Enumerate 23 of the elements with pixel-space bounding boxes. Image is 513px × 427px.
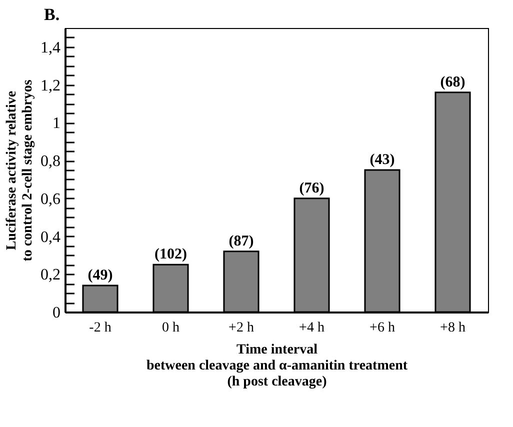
y-tick-label: 0,4 bbox=[40, 228, 60, 246]
y-tick-label: 1,2 bbox=[40, 77, 60, 94]
y-tick-label: 0,2 bbox=[40, 266, 60, 284]
x-tick-label: 0 h bbox=[162, 320, 180, 336]
x-tick-label: +4 h bbox=[299, 320, 324, 336]
annotation: (43) bbox=[370, 152, 395, 168]
x-tick-label: +6 h bbox=[370, 320, 395, 336]
y-tick-label: 0,8 bbox=[40, 153, 60, 170]
x-tick-label: -2 h bbox=[89, 320, 112, 336]
x-axis-title: Time interval between cleavage and α-amanitin treatment (h post cleavage) bbox=[146, 342, 408, 390]
annotation: (76) bbox=[299, 180, 324, 196]
x-tick-label: +8 h bbox=[440, 320, 466, 336]
chart-title: B. bbox=[44, 5, 60, 24]
annotation: (68) bbox=[440, 74, 466, 90]
y-tick-label: 0,6 bbox=[40, 190, 60, 208]
y-tick-label: 1 bbox=[52, 115, 60, 132]
y-tick-label: 0 bbox=[52, 304, 60, 322]
annotation: (87) bbox=[228, 233, 254, 250]
y-tick-label: 1,4 bbox=[40, 39, 60, 56]
y-axis-title: Luciferase activity relative to control 2-cell stage embryos bbox=[4, 79, 36, 262]
annotation: (102) bbox=[154, 246, 187, 263]
annotation: (49) bbox=[88, 267, 113, 284]
x-tick-label: +2 h bbox=[228, 320, 254, 336]
